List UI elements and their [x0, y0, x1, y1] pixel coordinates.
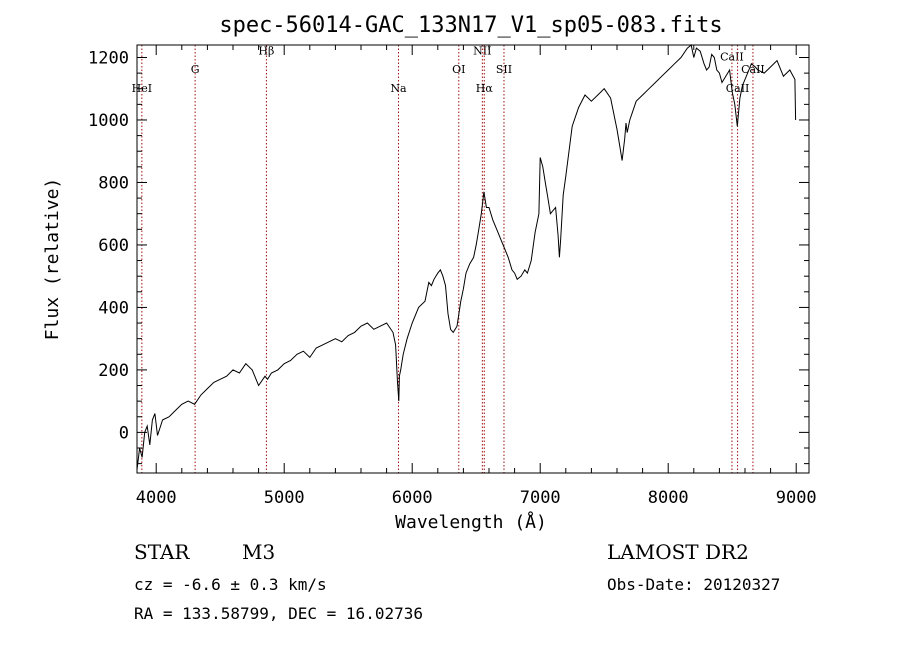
chart-title: spec-56014-GAC_133N17_V1_sp05-083.fits	[219, 13, 722, 38]
line-marker-label-9: CaII	[726, 82, 750, 95]
x-tick-label: 6000	[392, 488, 433, 508]
y-tick-label: 800	[98, 173, 129, 193]
y-axis-ticks: 0 200 400 600 800 1000 1200	[88, 48, 809, 465]
object-type: STAR	[134, 540, 190, 564]
x-tick-label: 7000	[520, 488, 561, 508]
line-marker-label-8: CaII	[720, 51, 744, 64]
y-tick-label: 200	[98, 361, 129, 381]
y-tick-label: 1000	[88, 111, 129, 131]
line-marker-label-7: SII	[496, 63, 512, 76]
x-axis-ticks: 4000 5000 6000 7000 8000 9000	[136, 45, 817, 508]
spectral-subclass: M3	[242, 540, 275, 564]
observation-date: Obs-Date: 20120327	[607, 575, 780, 594]
y-tick-label: 1200	[88, 48, 129, 68]
plot-frame	[136, 44, 810, 474]
y-tick-label: 600	[98, 236, 129, 256]
line-marker-label-10: CaII	[741, 63, 765, 76]
line-marker-label-4: OI	[452, 63, 465, 76]
y-tick-label: 0	[119, 423, 129, 443]
y-axis-label: Flux (relative)	[42, 178, 63, 341]
line-marker-label-6: Hα	[476, 82, 494, 95]
line-marker-label-3: Na	[390, 82, 407, 95]
line-marker-label-5: NII	[473, 44, 491, 57]
survey-name: LAMOST DR2	[607, 540, 749, 564]
x-tick-label: 9000	[776, 488, 817, 508]
y-tick-label: 400	[98, 298, 129, 318]
x-axis-label: Wavelength (Å)	[395, 511, 547, 533]
line-marker-label-1: G	[191, 63, 200, 76]
redshift-velocity: cz = -6.6 ± 0.3 km/s	[134, 575, 327, 594]
line-marker-label-2: Hβ	[258, 44, 274, 57]
x-tick-label: 5000	[264, 488, 305, 508]
x-tick-label: 8000	[648, 488, 689, 508]
spectrum-line	[136, 44, 797, 470]
coordinates: RA = 133.58799, DEC = 16.02736	[134, 604, 423, 623]
x-tick-label: 4000	[136, 488, 177, 508]
